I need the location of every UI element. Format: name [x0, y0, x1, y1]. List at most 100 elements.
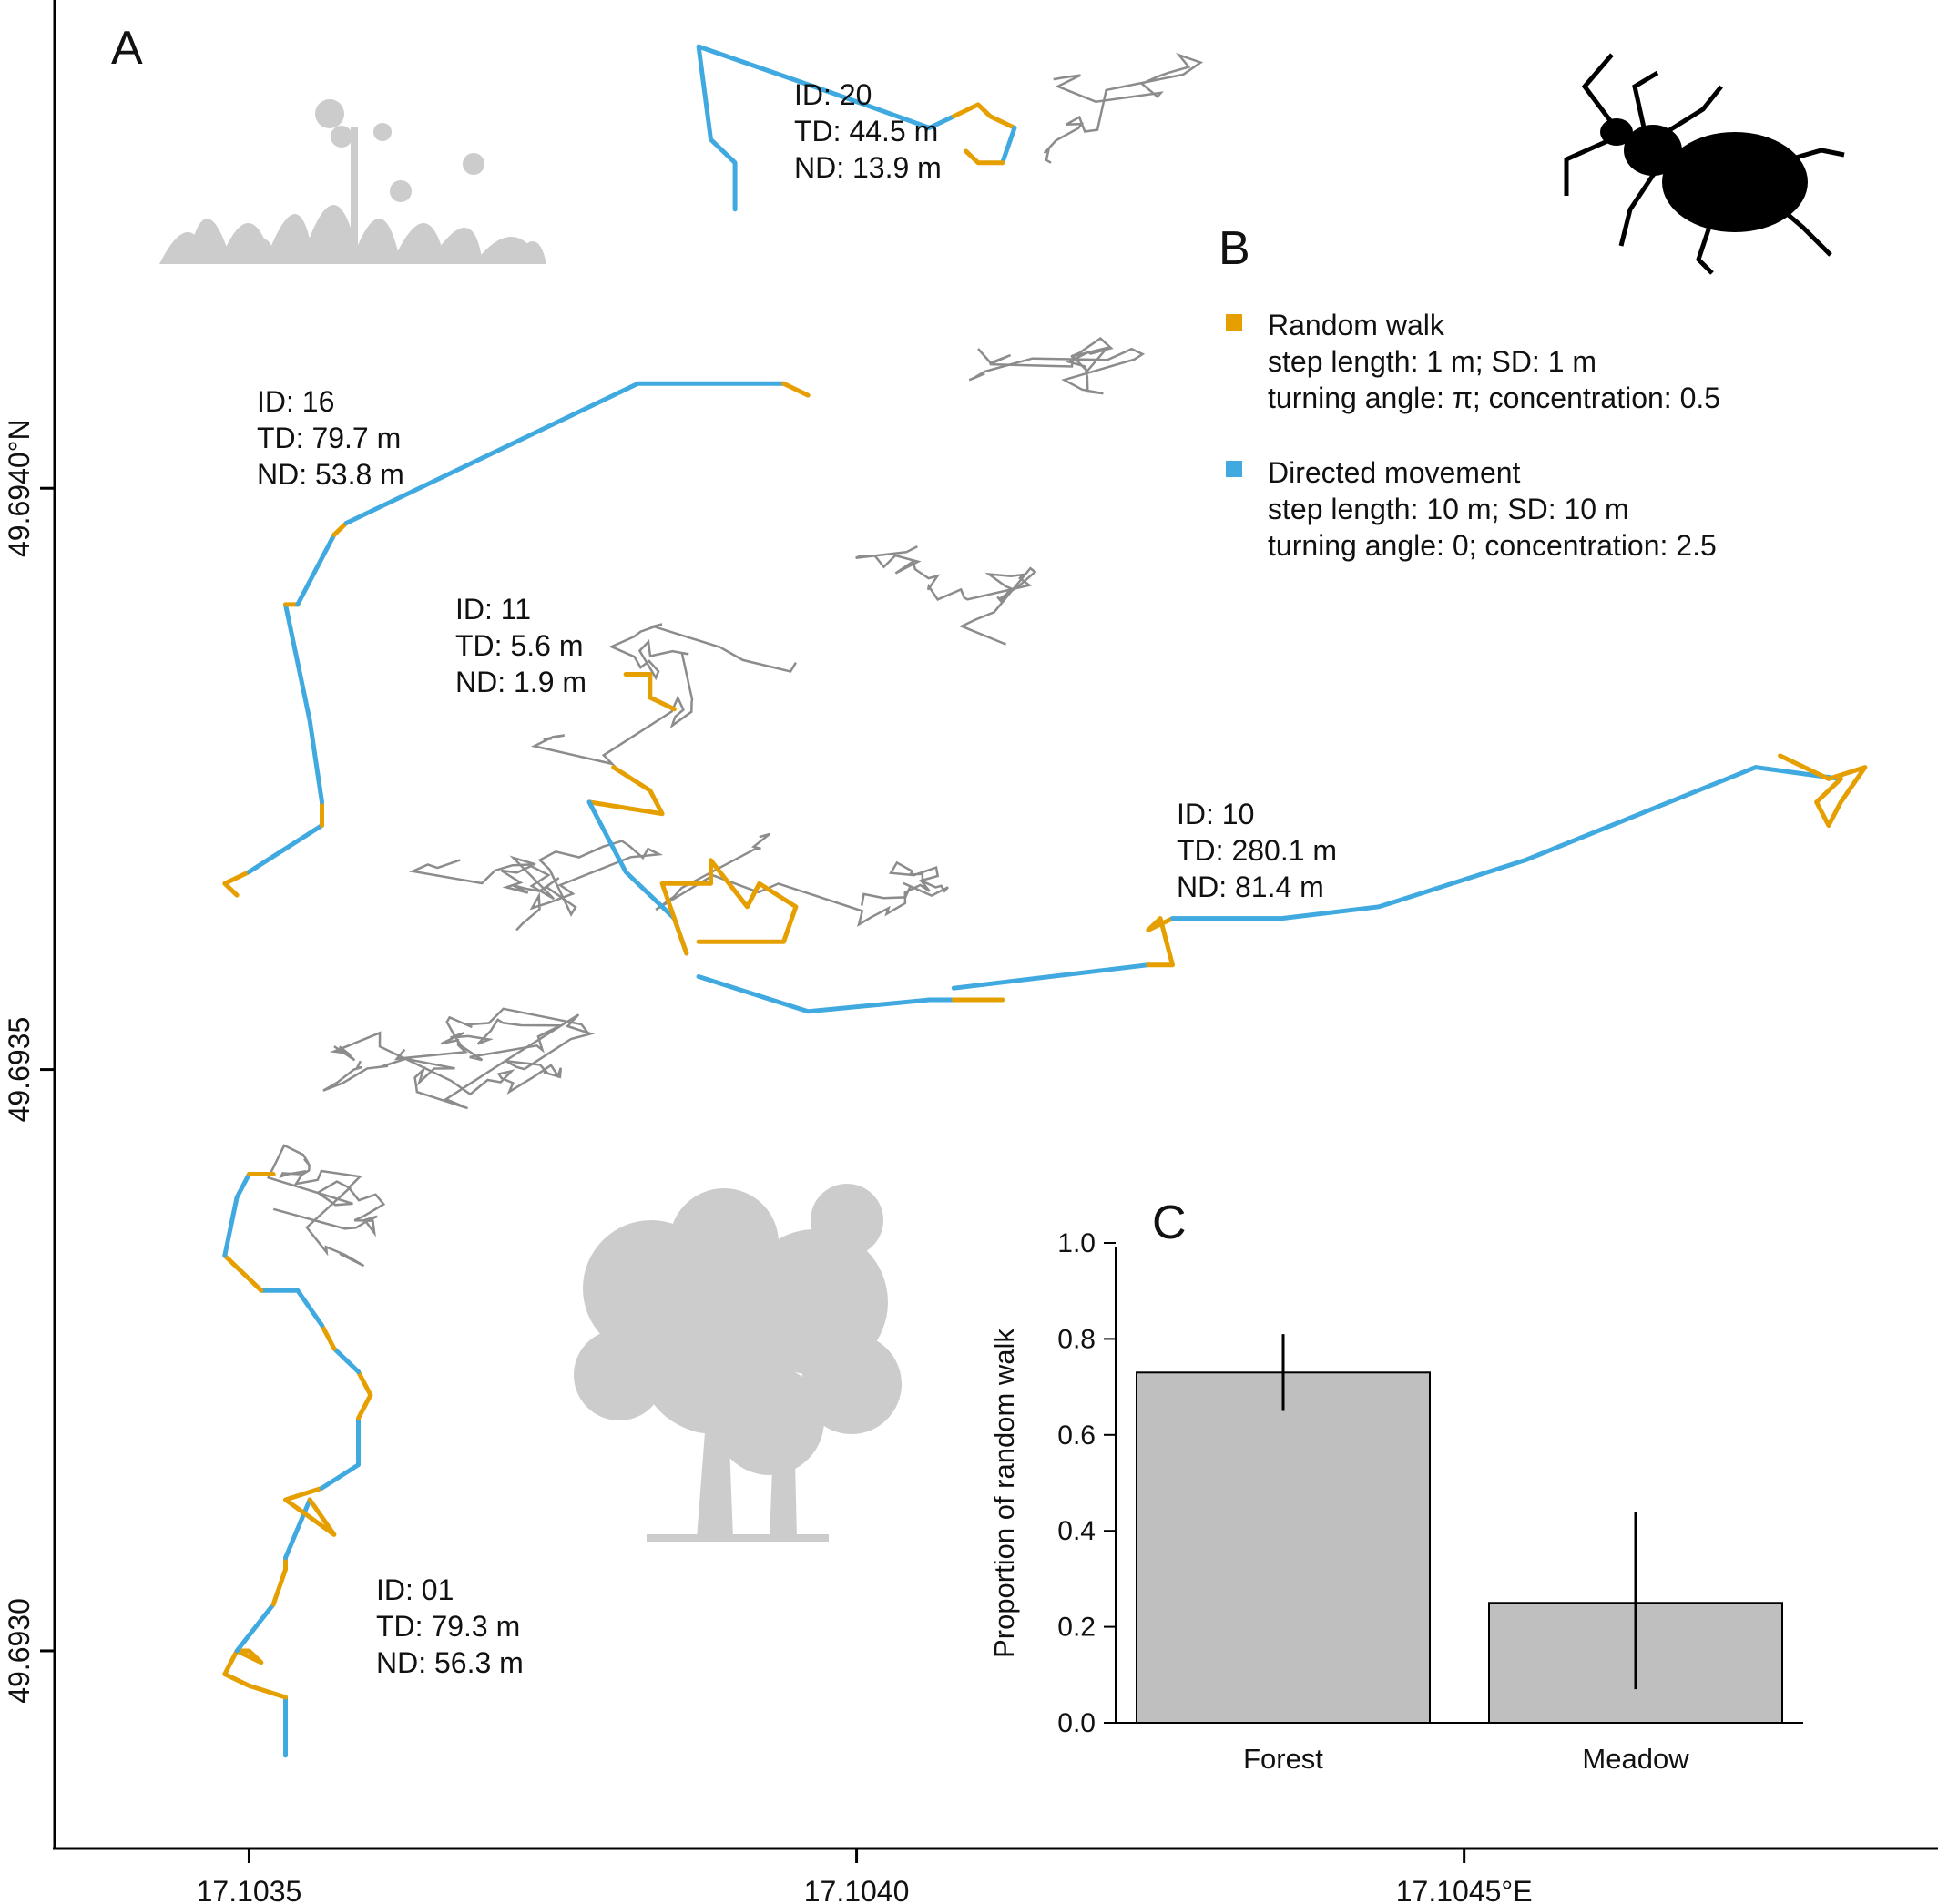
background-track: [393, 1007, 590, 1062]
x-tick-label: 17.1045°E: [1396, 1875, 1533, 1904]
directed-segment: [247, 823, 324, 874]
annotation-td: TD: 44.5 m: [794, 115, 938, 148]
bar-chart-tick-label: 0.6: [1057, 1420, 1096, 1451]
ground-beetle-icon: [1564, 53, 1845, 275]
directed-segment: [283, 602, 324, 805]
annotation-id: ID: 11: [455, 593, 531, 626]
directed-segment: [696, 44, 956, 212]
annotation-td: TD: 79.7 m: [257, 422, 401, 454]
annotation-nd: ND: 1.9 m: [455, 666, 586, 698]
random-walk-segment: [270, 1555, 288, 1607]
map-axes: [53, 0, 1938, 1850]
annotation-id-20: ID: 20 TD: 44.5 m ND: 13.9 m: [794, 78, 942, 184]
track-01: [222, 1172, 373, 1758]
annotation-nd: ND: 13.9 m: [794, 151, 942, 184]
bar-chart-y-label: Proportion of random walk: [988, 1329, 1020, 1658]
track-20: [696, 44, 1017, 212]
directed-segment: [320, 1416, 361, 1491]
y-tick-label: 49.6935: [3, 1017, 36, 1123]
bar-chart-tick-label: 0.4: [1057, 1516, 1096, 1546]
directed-segment: [1000, 125, 1017, 166]
y-tick-label: 49.6940°N: [3, 419, 36, 557]
random-walk-segment: [283, 1485, 337, 1537]
legend-directed-line1: step length: 10 m; SD: 10 m: [1268, 493, 1629, 525]
track-10: [586, 753, 1868, 1014]
legend-random-title: Random walk: [1268, 309, 1445, 341]
forest-tree-icon: [574, 1184, 902, 1542]
legend: Random walk step length: 1 m; SD: 1 m tu…: [1226, 309, 1720, 562]
track-11: [623, 672, 677, 712]
legend-random-line2: turning angle: π; concentration: 0.5: [1268, 382, 1720, 414]
annotation-td: TD: 79.3 m: [376, 1610, 520, 1643]
map-ticks: 17.1035 17.1040 17.1045°E 49.6930 49.6935 49.…: [3, 419, 1533, 1904]
random-walk-segment: [1778, 753, 1868, 828]
background-track: [968, 337, 1146, 395]
panel-letter-c: C: [1152, 1196, 1187, 1249]
annotation-id-16: ID: 16 TD: 79.7 m ND: 53.8 m: [257, 385, 404, 491]
random-walk-segment: [659, 858, 799, 956]
random-walk-segment: [320, 1323, 337, 1351]
track-16: [222, 381, 811, 898]
directed-segment: [332, 1346, 361, 1374]
annotation-nd: ND: 56.3 m: [376, 1646, 524, 1679]
random-walk-segment: [964, 148, 1005, 166]
background-track: [855, 545, 1037, 646]
directed-segment: [343, 381, 786, 525]
annotation-td: TD: 5.6 m: [455, 629, 583, 662]
x-tick-label: 17.1035: [197, 1875, 302, 1904]
annotation-nd: ND: 53.8 m: [257, 458, 404, 491]
random-walk-segment: [623, 672, 677, 712]
bar-category-label: Forest: [1243, 1743, 1323, 1775]
random-walk-segment: [356, 1369, 373, 1421]
bar-chart-tick-label: 1.0: [1057, 1228, 1096, 1258]
annotation-id-11: ID: 11 TD: 5.6 m ND: 1.9 m: [455, 593, 586, 698]
legend-directed-title: Directed movement: [1268, 456, 1521, 489]
background-track: [655, 832, 949, 928]
legend-swatch-random: [1226, 314, 1242, 331]
annotation-id: ID: 20: [794, 78, 872, 111]
annotation-td: TD: 280.1 m: [1177, 834, 1337, 867]
bar-forest: [1136, 1371, 1431, 1725]
directed-segment: [1170, 765, 1843, 921]
background-track: [1043, 52, 1204, 164]
legend-directed-line2: turning angle: 0; concentration: 2.5: [1268, 529, 1717, 562]
background-track: [530, 623, 797, 767]
directed-segment: [222, 1172, 251, 1258]
random-walk-segment: [586, 765, 665, 817]
random-walk-segment: [222, 870, 251, 898]
bar-chart: 0.0 0.2 0.4 0.6 0.8 1.0 Forest Meadow Proporti…: [988, 1228, 1803, 1775]
y-tick-label: 49.6930: [3, 1598, 36, 1704]
directed-segment: [586, 799, 689, 956]
random-walk-segment: [1146, 916, 1175, 968]
panel-letter-b: B: [1219, 222, 1250, 275]
background-track: [408, 840, 664, 932]
legend-swatch-directed: [1226, 461, 1242, 477]
legend-random-line1: step length: 1 m; SD: 1 m: [1268, 345, 1596, 378]
directed-segment: [951, 962, 1151, 991]
highlighted-tracks: [222, 44, 1868, 1758]
annotation-nd: ND: 81.4 m: [1177, 871, 1324, 903]
annotation-id-10: ID: 10 TD: 280.1 m ND: 81.4 m: [1177, 798, 1337, 903]
x-tick-label: 17.1040: [804, 1875, 910, 1904]
annotation-id-01: ID: 01 TD: 79.3 m ND: 56.3 m: [376, 1573, 524, 1679]
directed-segment: [696, 974, 1005, 1014]
random-walk-segment: [222, 1648, 288, 1700]
bar-chart-tick-label: 0.0: [1057, 1708, 1096, 1738]
random-walk-segment: [781, 381, 811, 398]
bar-category-label: Meadow: [1582, 1743, 1689, 1775]
annotation-id: ID: 01: [376, 1573, 454, 1606]
meadow-grass-icon: [159, 99, 546, 264]
random-walk-segment: [222, 1253, 264, 1293]
random-walk-segment: [951, 102, 1017, 130]
random-walk-segment: [332, 521, 349, 537]
directed-segment: [259, 1288, 324, 1328]
bar-chart-tick-label: 0.8: [1057, 1324, 1096, 1354]
bar-chart-tick-label: 0.2: [1057, 1613, 1096, 1643]
panel-letter-a: A: [111, 22, 143, 75]
directed-segment: [295, 532, 337, 607]
background-track: [266, 1144, 386, 1268]
directed-segment: [234, 1602, 276, 1654]
annotation-id: ID: 16: [257, 385, 334, 418]
bars: Forest Meadow: [1136, 1334, 1783, 1775]
